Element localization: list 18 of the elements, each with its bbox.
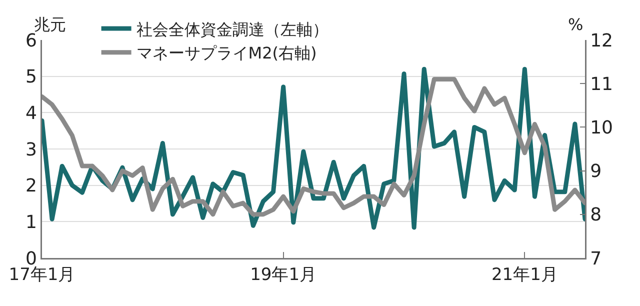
y2-tick-label: 8: [590, 204, 602, 226]
y2-tick-label: 12: [590, 30, 614, 52]
y2-tick-label: 11: [590, 74, 614, 95]
x-tick-label: 21年1月: [491, 264, 558, 285]
legend-label: 社会全体資金調達（左軸）: [136, 20, 328, 39]
y-tick-label: 6: [25, 30, 37, 52]
y2-tick-label: 7: [590, 248, 602, 270]
y-tick-label: 5: [25, 66, 37, 88]
y-tick-label: 4: [25, 102, 37, 124]
y-tick-label: 1: [25, 212, 37, 233]
y-axis-title: 兆元: [34, 15, 66, 34]
y2-tick-label: 10: [590, 118, 614, 138]
y-tick-label: 2: [25, 176, 37, 197]
y-tick-label: 3: [25, 139, 37, 160]
y2-tick-label: 9: [590, 161, 602, 182]
x-tick-label: 19年1月: [250, 264, 317, 285]
y2-axis-title: %: [568, 15, 584, 34]
legend-label: マネーサプライM2(右軸): [136, 44, 317, 63]
